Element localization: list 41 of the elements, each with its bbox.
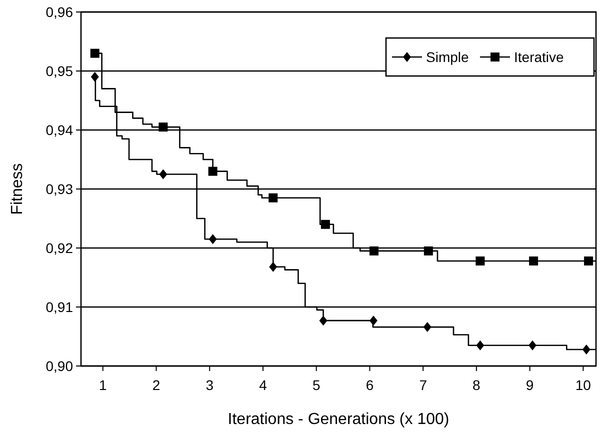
point — [529, 256, 538, 266]
y-axis-title: Fitness — [9, 163, 26, 215]
point — [369, 316, 378, 326]
point — [582, 344, 590, 354]
y-tick-label: 0,94 — [46, 122, 74, 138]
point — [90, 72, 99, 82]
point — [90, 48, 100, 58]
point — [424, 246, 433, 256]
point — [159, 169, 168, 180]
y-tick-label: 0,96 — [46, 4, 74, 20]
y-tick-label: 0,93 — [46, 180, 74, 197]
legend-label: Simple — [426, 48, 470, 65]
x-tick-label: 10 — [575, 377, 592, 393]
y-tick-label: 0,91 — [46, 298, 74, 315]
point — [208, 166, 218, 176]
x-tick-label: 3 — [206, 377, 214, 393]
x-tick-label: 1 — [98, 377, 107, 393]
x-tick-label: 8 — [472, 377, 481, 393]
point — [528, 340, 536, 350]
y-tick-label: 0,95 — [46, 62, 74, 79]
point — [476, 256, 485, 266]
point — [208, 234, 217, 244]
y-tick-label: 0,90 — [46, 358, 74, 374]
x-tick-label: 4 — [259, 377, 268, 393]
point — [476, 340, 484, 350]
point — [158, 122, 168, 132]
point — [269, 262, 278, 272]
point — [584, 256, 594, 266]
point — [320, 220, 330, 229]
legend-label: Iterative — [514, 48, 564, 65]
x-tick-label: 5 — [312, 377, 320, 393]
point — [319, 316, 328, 326]
point — [423, 322, 432, 332]
x-tick-label: 6 — [366, 377, 374, 393]
y-tick-label: 0,92 — [46, 240, 74, 256]
x-tick-label: 9 — [526, 377, 534, 393]
x-tick-label: 7 — [419, 377, 428, 393]
point — [369, 246, 378, 256]
x-tick-label: 2 — [152, 377, 160, 393]
point — [268, 193, 278, 202]
x-axis-title: Iterations - Generations (x 100) — [228, 411, 450, 428]
